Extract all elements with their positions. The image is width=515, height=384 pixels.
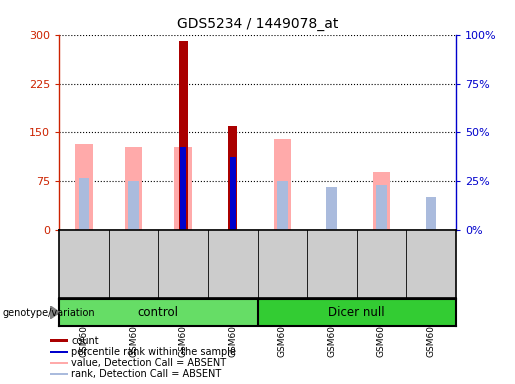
Text: Dicer null: Dicer null — [329, 306, 385, 319]
Title: GDS5234 / 1449078_at: GDS5234 / 1449078_at — [177, 17, 338, 31]
Bar — [327, 187, 337, 230]
Polygon shape — [50, 306, 60, 319]
Bar — [50, 362, 67, 364]
Bar — [376, 185, 387, 230]
Bar — [75, 144, 93, 230]
Text: rank, Detection Call = ABSENT: rank, Detection Call = ABSENT — [72, 369, 221, 379]
Bar — [258, 299, 456, 326]
Text: genotype/variation: genotype/variation — [3, 308, 95, 318]
Bar — [128, 182, 139, 230]
Text: value, Detection Call = ABSENT: value, Detection Call = ABSENT — [72, 358, 227, 368]
Text: control: control — [138, 306, 179, 319]
Bar — [79, 177, 90, 230]
Bar — [179, 41, 187, 230]
Bar — [425, 197, 436, 230]
Bar — [273, 139, 291, 230]
Bar — [277, 182, 288, 230]
Bar — [50, 351, 67, 353]
Bar — [50, 372, 67, 375]
Bar — [228, 126, 237, 230]
Bar — [230, 157, 236, 230]
Text: percentile rank within the sample: percentile rank within the sample — [72, 347, 236, 357]
Bar — [50, 339, 67, 342]
Bar — [180, 147, 186, 230]
Bar — [373, 172, 390, 230]
Bar — [175, 147, 192, 230]
Text: count: count — [72, 336, 99, 346]
Bar — [125, 147, 142, 230]
Bar — [59, 299, 258, 326]
